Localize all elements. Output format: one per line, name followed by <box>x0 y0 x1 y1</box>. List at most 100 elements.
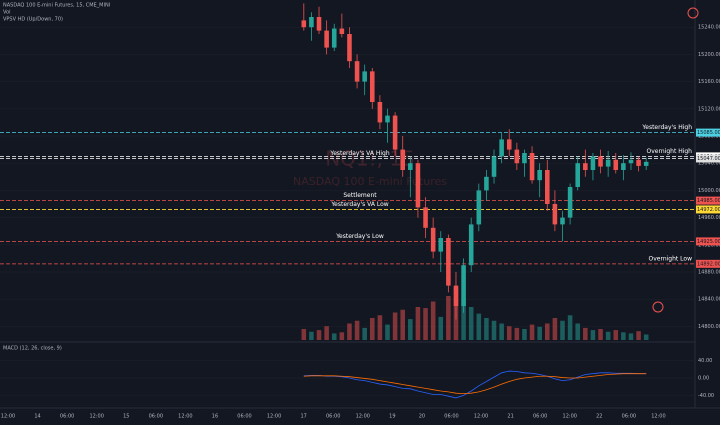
candle-body <box>643 161 649 166</box>
candle-body <box>545 170 550 204</box>
y-tick-label: 14840.00 <box>698 297 720 303</box>
volume-bar <box>347 323 352 340</box>
volume-bar <box>339 332 345 340</box>
volume-bar <box>468 307 474 340</box>
level-label: Settlement <box>343 192 377 199</box>
candle-body <box>400 149 405 170</box>
volume-bar <box>324 326 329 340</box>
indicator-label: VPSV HD (Up/Down, 70) <box>3 17 63 23</box>
price-tag <box>696 196 720 205</box>
volume-bar <box>301 329 307 340</box>
volume-bar <box>643 334 649 340</box>
volume-bar <box>316 330 322 340</box>
volume-bar <box>560 320 565 340</box>
candle-body <box>370 71 375 102</box>
candle-body <box>430 227 436 252</box>
alert-icon[interactable] <box>687 7 699 19</box>
volume-bar <box>461 298 466 340</box>
candle-body <box>354 61 360 82</box>
level-label: Overnight High <box>647 148 693 155</box>
volume-bar <box>621 332 626 340</box>
x-tick-label: 16 <box>212 414 218 420</box>
price-tag-label: 15085.00 <box>697 130 720 136</box>
x-tick-label: 12:00 <box>356 414 370 420</box>
candle-body <box>598 156 603 167</box>
x-tick-label: 12:00 <box>1 414 15 420</box>
x-tick-label: 15 <box>123 414 129 420</box>
candle-body <box>613 159 619 170</box>
indicator-label: Vol <box>3 10 10 16</box>
price-tag-label: 14892.00 <box>697 261 720 267</box>
volume-bar <box>567 315 573 340</box>
macd-tick-label: -40.00 <box>698 393 714 399</box>
candle-body <box>552 204 558 225</box>
candle-body <box>347 34 352 62</box>
candle-body <box>331 28 337 48</box>
volume-bar <box>590 330 596 340</box>
candle-body <box>499 139 504 157</box>
level-label: Yesterday's VA Low <box>330 201 388 208</box>
candle-body <box>522 153 527 164</box>
candle-body <box>415 163 421 208</box>
price-tag <box>696 205 720 214</box>
volume-bar <box>575 323 580 340</box>
x-tick-label: 12:00 <box>651 414 665 420</box>
candle-body <box>385 115 390 123</box>
price-tag-label: 14985.00 <box>697 198 720 204</box>
level-label: Yesterday's VA High <box>329 150 390 157</box>
y-tick-label: 14800.00 <box>698 324 720 330</box>
candle-body <box>583 163 588 170</box>
candle-body <box>491 156 497 177</box>
x-tick-label: 14 <box>34 414 40 420</box>
volume-bar <box>354 320 360 340</box>
candle-body <box>468 224 474 266</box>
x-tick-label: 19 <box>389 414 395 420</box>
candle-body <box>453 285 459 306</box>
x-tick-label: 12:00 <box>267 414 281 420</box>
x-tick-label: 06:00 <box>60 414 74 420</box>
volume-bar <box>370 318 375 340</box>
volume-bar <box>438 316 444 340</box>
x-tick-label: 12:00 <box>563 414 577 420</box>
candle-body <box>301 20 307 28</box>
candle-body <box>514 149 520 164</box>
volume-bar <box>415 307 421 340</box>
candle-body <box>560 217 565 225</box>
volume-bar <box>309 331 314 340</box>
volume-bar <box>552 318 558 340</box>
level-label: Yesterday's High <box>641 124 692 131</box>
candle-body <box>309 17 314 28</box>
alert-icon[interactable] <box>652 301 664 313</box>
level-label: Yesterday's Low <box>335 233 384 240</box>
volume-bar <box>476 313 482 340</box>
volume-bar <box>331 333 337 340</box>
volume-bar <box>392 312 398 340</box>
volume-bar <box>499 323 504 340</box>
candle-body <box>446 238 451 286</box>
candle-body <box>362 71 367 82</box>
candle-body <box>324 30 329 48</box>
x-tick-label: 06:00 <box>533 414 547 420</box>
price-tag <box>696 259 720 268</box>
x-tick-label: 12:00 <box>474 414 488 420</box>
volume-bar <box>385 324 390 340</box>
x-tick-label: 20 <box>419 414 425 420</box>
price-tag <box>696 237 720 246</box>
volume-bar <box>522 329 527 340</box>
candle-body <box>575 163 580 187</box>
candle-body <box>506 139 512 150</box>
x-tick-label: 06:00 <box>149 414 163 420</box>
candle-body <box>621 163 626 170</box>
volume-bar <box>446 296 451 340</box>
candle-body <box>636 159 641 166</box>
volume-bar <box>484 318 489 340</box>
price-tag <box>696 154 720 163</box>
volume-bar <box>400 309 405 340</box>
x-tick-label: 06:00 <box>326 414 340 420</box>
y-tick-label: 15200.00 <box>698 52 720 58</box>
volume-bar <box>491 320 497 340</box>
price-tag-label: 14972.00 <box>697 207 720 213</box>
volume-bar <box>545 323 550 340</box>
candle-body <box>392 115 398 150</box>
